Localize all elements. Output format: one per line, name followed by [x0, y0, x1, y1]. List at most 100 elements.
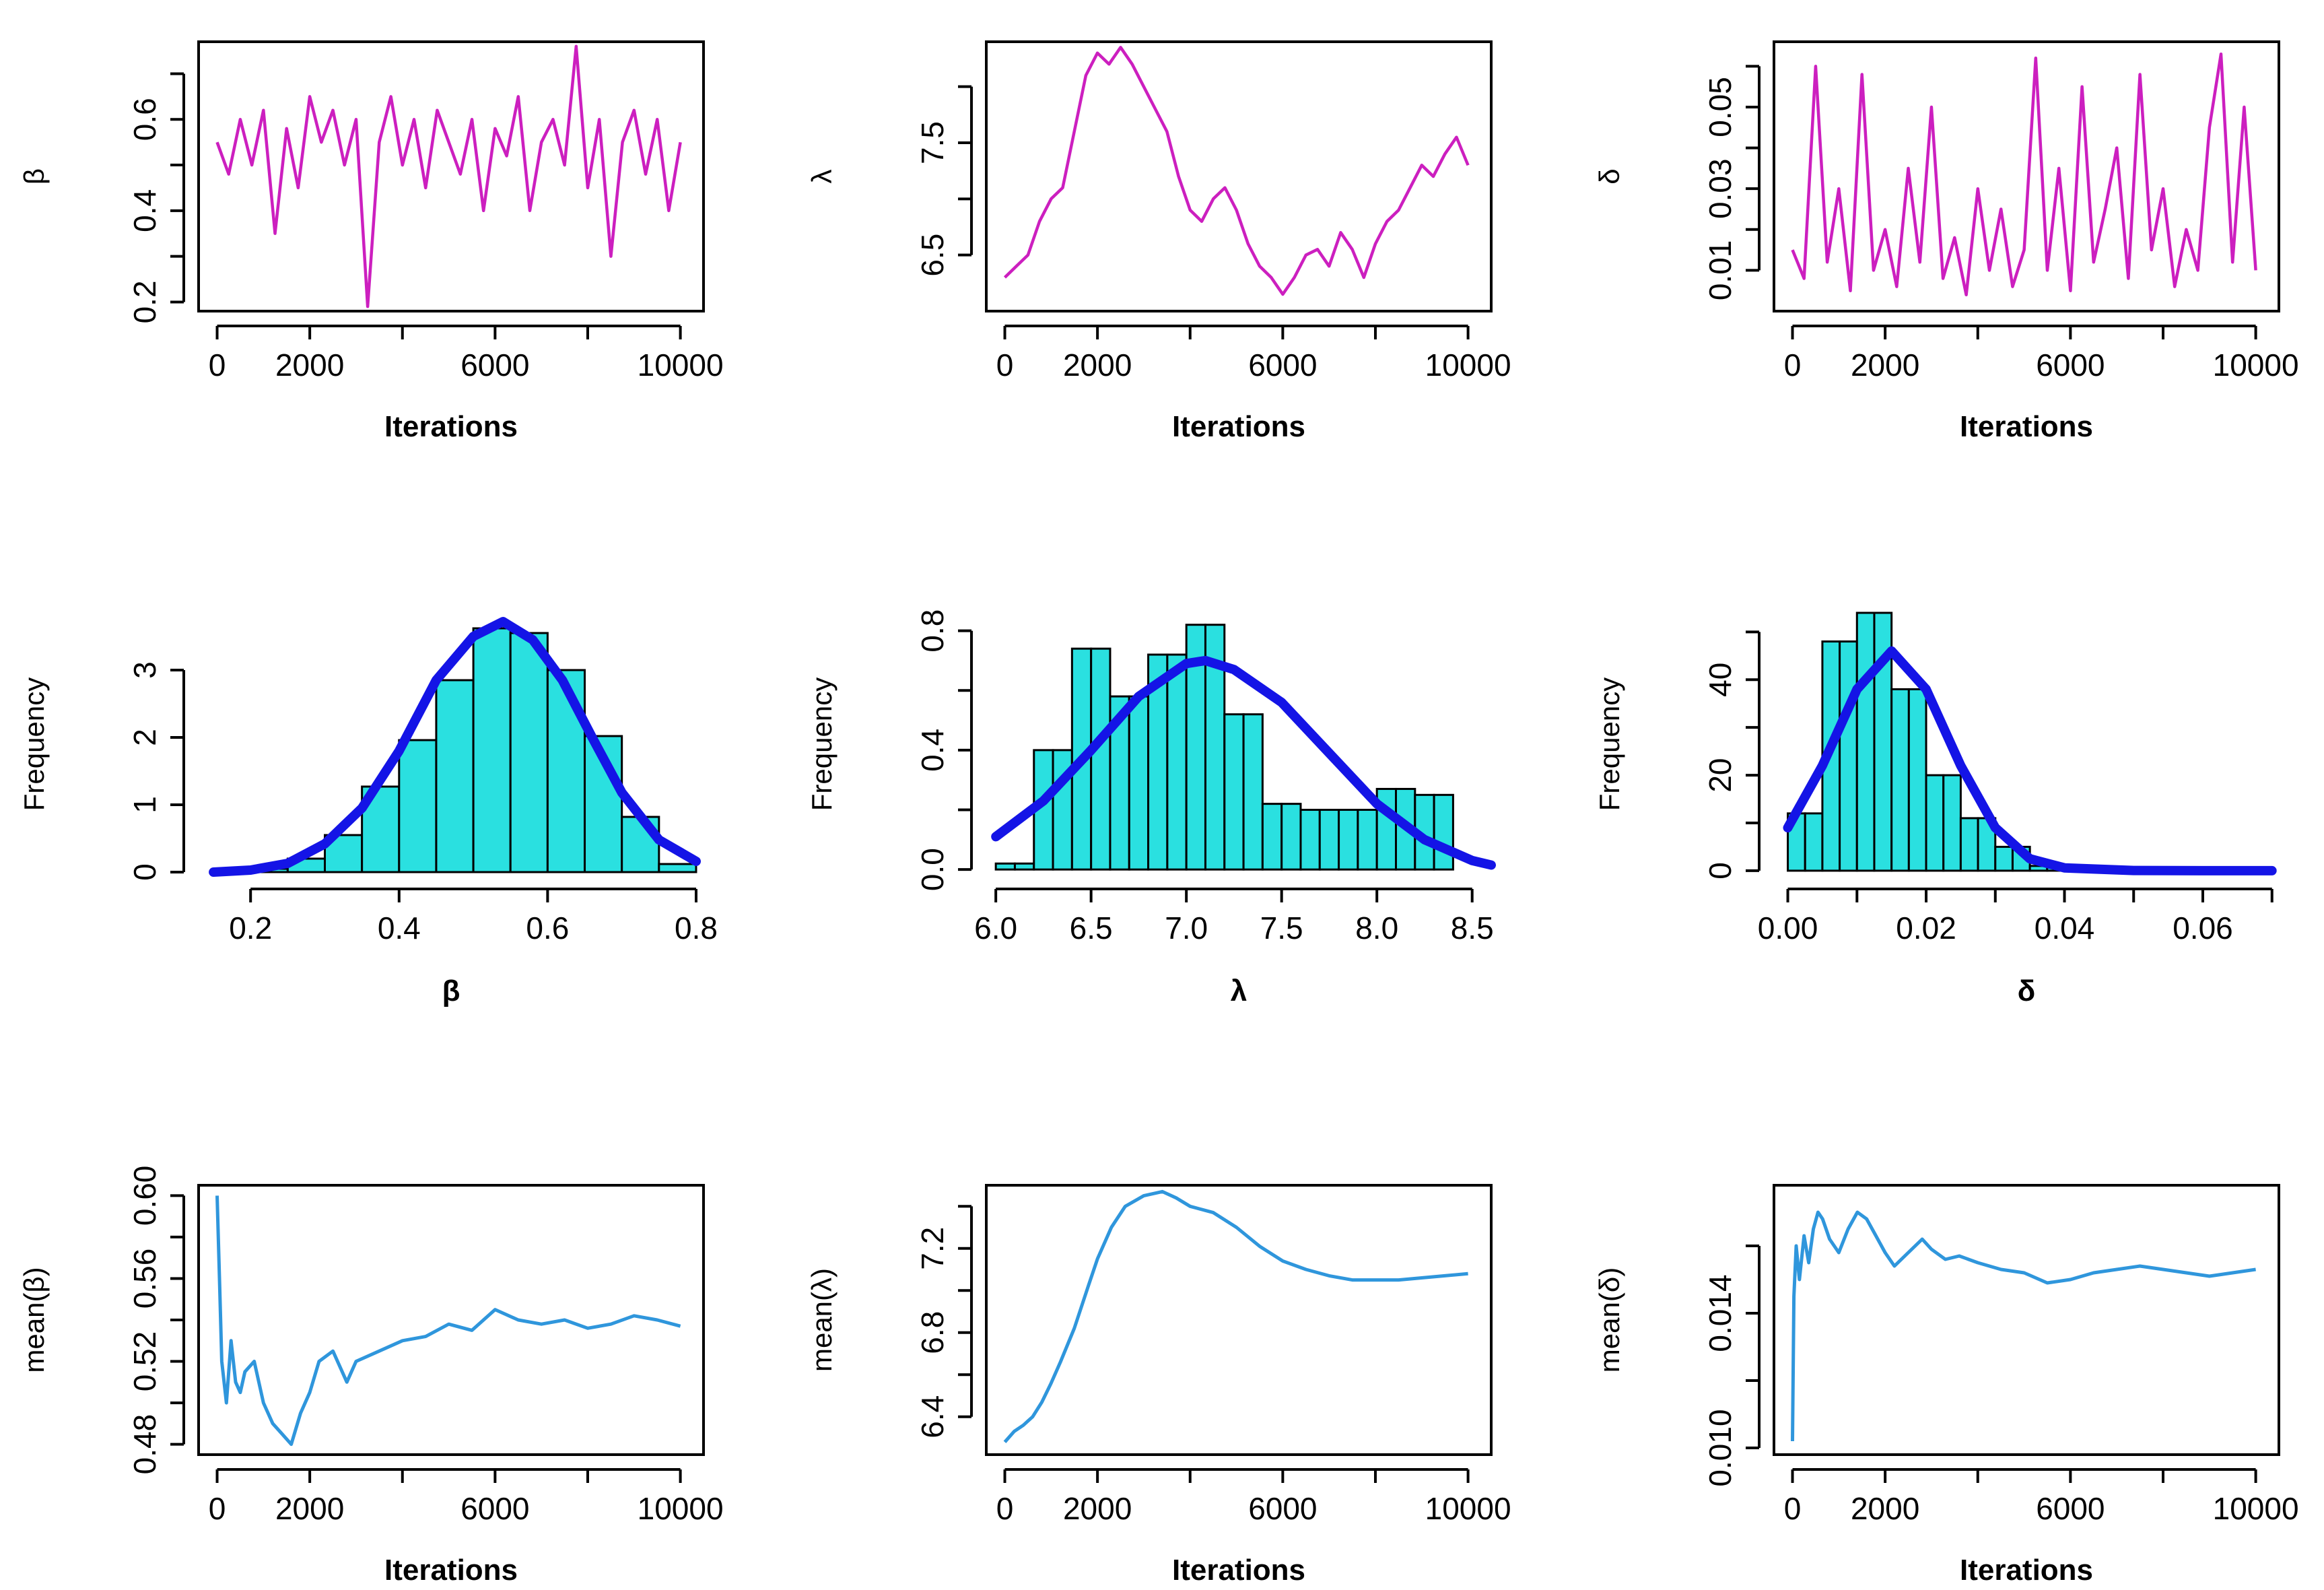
x-tick-label: 2000 [275, 347, 344, 383]
histogram-bars [1787, 611, 2135, 872]
plot-frame [985, 40, 1493, 312]
x-axis-title: Iterations [1172, 410, 1305, 443]
x-tick-label: 2000 [1063, 1491, 1132, 1526]
x-axis-title: Iterations [384, 410, 518, 443]
x-tick-label: 0.4 [378, 910, 421, 946]
hist-bar [546, 669, 586, 873]
x-tick-label: 0.00 [1758, 910, 1818, 946]
y-tick-label: 0.010 [1703, 1409, 1738, 1486]
y-tick-label: 0.4 [127, 189, 162, 232]
x-tick-label: 10000 [1425, 347, 1511, 383]
plot-frame [985, 1184, 1493, 1456]
panel-mean_beta: 0 2000 6000 10000 0.48 0.52 0.56 0.60 Iterations… [18, 1166, 724, 1587]
hist-bar [1907, 688, 1927, 872]
panel-hist_beta: 0.2 0.4 0.6 0.8 0 1 2 3 β Frequency [18, 617, 718, 1007]
y-axis: 0.0 0.4 0.8 [915, 609, 973, 891]
y-tick-label: 0.01 [1703, 240, 1738, 301]
hist-bar [994, 862, 1016, 871]
density-curve [1783, 646, 2277, 875]
hist-bar [1242, 713, 1264, 871]
hist-bar [1433, 793, 1454, 871]
trace-line [1791, 52, 2257, 297]
x-tick-label: 7.0 [1165, 910, 1208, 946]
hist-bar [509, 632, 549, 873]
hist-bar [1261, 803, 1283, 871]
x-tick-label: 0 [1784, 347, 1802, 383]
y-tick-label: 20 [1703, 758, 1738, 793]
hist-bar [1890, 688, 1910, 872]
x-axis: 0 2000 6000 10000 [209, 1468, 724, 1526]
x-tick-label: 0 [996, 347, 1014, 383]
x-axis: 0.00 0.02 0.04 0.06 [1758, 888, 2274, 946]
hist-bar [1855, 611, 1876, 872]
panel-mean_delta: 0 2000 6000 10000 0.010 0.014 Iterations mean(δ… [1594, 1184, 2299, 1587]
running-mean-line [215, 1195, 681, 1447]
y-tick-label: 0.60 [127, 1166, 162, 1226]
x-tick-label: 2000 [1851, 347, 1919, 383]
x-tick-label: 6.5 [1070, 910, 1113, 946]
y-axis: 0.2 0.4 0.6 [127, 72, 185, 323]
y-tick-label: 0.8 [915, 609, 950, 653]
y-tick-label: 0.05 [1703, 77, 1738, 137]
hist-bar [1223, 713, 1245, 871]
hist-bar [472, 627, 512, 873]
x-axis: 0 2000 6000 10000 [209, 325, 724, 383]
panel-trace_delta: 0 2000 6000 10000 0.01 0.03 0.05 Iterations δ [1594, 40, 2299, 443]
x-axis: 0 2000 6000 10000 [996, 325, 1511, 383]
hist-bar [1299, 809, 1321, 871]
x-tick-label: 2000 [1063, 347, 1132, 383]
y-tick-label: 6.4 [915, 1395, 950, 1438]
x-tick-label: 0 [1784, 1491, 1802, 1526]
hist-bar [1839, 640, 1858, 872]
x-tick-label: 6000 [460, 1491, 529, 1526]
y-tick-label: 2 [127, 729, 162, 746]
y-axis-title: β [18, 168, 50, 185]
y-tick-label: 6.5 [915, 234, 950, 277]
hist-bar [1804, 812, 1824, 872]
trace-line [215, 44, 682, 308]
y-tick-label: 3 [127, 661, 162, 679]
hist-bar [435, 679, 475, 873]
running-mean-line [1791, 1210, 2256, 1442]
y-tick-label: 0.2 [127, 280, 162, 323]
y-axis-title: mean(λ) [806, 1268, 838, 1372]
y-tick-label: 0.4 [915, 729, 950, 772]
y-axis-title: mean(δ) [1594, 1267, 1625, 1372]
x-axis-title: Iterations [1960, 410, 2093, 443]
panel-hist_delta: 0.00 0.02 0.04 0.06 0 20 40 δ Frequency [1594, 611, 2277, 1007]
running-mean-line [1003, 1189, 1468, 1443]
x-tick-label: 7.5 [1260, 910, 1303, 946]
x-tick-label: 8.0 [1355, 910, 1398, 946]
hist-bar [1357, 809, 1378, 871]
x-tick-label: 0 [209, 347, 226, 383]
y-tick-label: 0.014 [1703, 1274, 1738, 1352]
hist-bar [398, 739, 438, 873]
hist-bar [1280, 803, 1302, 871]
trace-line [1003, 46, 1470, 296]
x-tick-label: 0 [209, 1491, 226, 1526]
x-tick-label: 10000 [1425, 1491, 1511, 1526]
x-axis: 0 2000 6000 10000 [996, 1468, 1511, 1526]
y-axis: 6.5 7.5 [915, 85, 973, 277]
x-axis: 0.2 0.4 0.6 0.8 [229, 888, 718, 946]
y-tick-label: 0.03 [1703, 158, 1738, 219]
x-tick-label: 6.0 [974, 910, 1017, 946]
x-axis-title: Iterations [1960, 1554, 2093, 1587]
x-axis-title: Iterations [384, 1554, 518, 1587]
y-axis-title: Frequency [18, 677, 50, 811]
y-axis: 0.01 0.03 0.05 [1703, 65, 1761, 301]
x-tick-label: 6000 [1248, 347, 1317, 383]
x-tick-label: 10000 [2213, 1491, 2299, 1526]
x-tick-label: 10000 [638, 1491, 724, 1526]
histogram-bars [249, 627, 697, 873]
hist-bar [1942, 774, 1962, 872]
y-tick-label: 0.0 [915, 848, 950, 891]
x-axis-title: δ [2018, 974, 2036, 1007]
x-axis: 0 2000 6000 10000 [1784, 325, 2299, 383]
hist-bar [1318, 809, 1340, 871]
y-tick-label: 0 [1703, 862, 1738, 880]
x-tick-label: 0.06 [2173, 910, 2233, 946]
x-tick-label: 6000 [2036, 1491, 2105, 1526]
y-tick-label: 6.8 [915, 1311, 950, 1354]
